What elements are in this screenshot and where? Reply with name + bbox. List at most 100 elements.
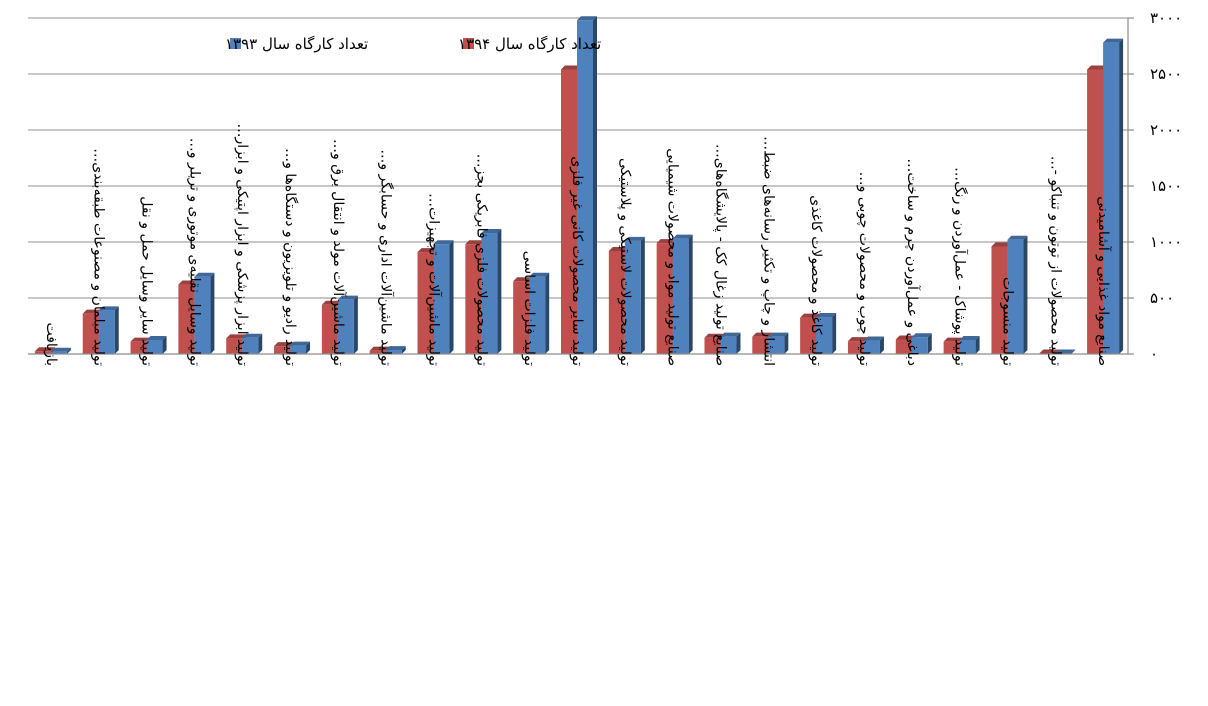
bar-top-face bbox=[290, 341, 311, 346]
bar-front-face bbox=[146, 340, 163, 354]
bar-front-face bbox=[417, 252, 434, 354]
bar-front-face bbox=[847, 341, 864, 354]
bar-side-face bbox=[593, 16, 597, 355]
bar-top-face bbox=[98, 306, 119, 311]
bar-top-face bbox=[481, 229, 502, 234]
legend-label-series-1393: تعداد کارگاه سال ۱۳۹۳ bbox=[225, 35, 368, 53]
y-tick-label-1500: ۱۵۰۰ bbox=[1150, 177, 1182, 195]
bar-front-face bbox=[800, 317, 817, 354]
bar-top-face bbox=[194, 272, 215, 277]
x-category-label-21: تولید محصولات از توتون و تنباکو -… bbox=[1047, 156, 1063, 366]
y-tick-label-2500: ۲۵۰۰ bbox=[1150, 65, 1182, 83]
bar-top-face bbox=[433, 240, 454, 245]
bar-front-face bbox=[624, 240, 641, 354]
bar-front-face bbox=[943, 341, 960, 354]
bar-front-face bbox=[34, 351, 51, 354]
bar-top-face bbox=[672, 234, 693, 239]
bar-1393-15 bbox=[768, 332, 789, 354]
bar-side-face bbox=[114, 306, 119, 354]
bar-side-face bbox=[736, 332, 741, 354]
bar-front-face bbox=[816, 317, 833, 354]
bar-top-face bbox=[577, 16, 597, 21]
bar-top-face bbox=[529, 272, 550, 277]
x-category-label-19: تولید پوشاک - عمل‌آوردن و رنگ… bbox=[952, 167, 969, 366]
bar-front-face bbox=[720, 336, 737, 354]
bar-front-face bbox=[895, 339, 912, 354]
bar-1393-12 bbox=[624, 236, 645, 354]
bar-side-face bbox=[975, 336, 980, 354]
x-category-label-0: بازیافت bbox=[43, 322, 59, 366]
bar-front-face bbox=[385, 350, 402, 354]
bar-top-face bbox=[863, 336, 884, 341]
bar-1393-5 bbox=[290, 341, 311, 354]
bar-side-face bbox=[784, 332, 789, 354]
bar-top-face bbox=[146, 336, 167, 340]
x-category-label-5: تولید رادیو و تلویزیون و دستگاه‌ها و… bbox=[282, 148, 299, 366]
bar-top-face bbox=[959, 336, 980, 340]
bar-front-face bbox=[337, 299, 354, 354]
bar-1393-11 bbox=[577, 16, 597, 355]
bar-front-face bbox=[242, 337, 259, 354]
bar-top-face bbox=[816, 313, 837, 318]
bar-1393-20 bbox=[1007, 235, 1028, 354]
bar-top-face bbox=[226, 334, 247, 339]
bar-side-face bbox=[879, 336, 884, 354]
bar-side-face bbox=[66, 347, 71, 354]
bar-side-face bbox=[832, 313, 837, 354]
bar-top-face bbox=[847, 337, 868, 342]
bar-1393-2 bbox=[146, 336, 167, 354]
bar-front-face bbox=[130, 341, 147, 354]
bar-top-face bbox=[1103, 38, 1124, 43]
bar-top-face bbox=[800, 313, 821, 318]
bar-front-face bbox=[82, 313, 99, 354]
legend: تعداد کارگاه سال ۱۳۹۴ تعداد کارگاه سال ۱… bbox=[225, 35, 601, 53]
bar-top-face bbox=[242, 333, 263, 338]
bar-top-face bbox=[50, 347, 71, 352]
x-category-label-12: تولید محصولات لاستیکی و پلاستیکی bbox=[617, 158, 633, 366]
bar-top-face bbox=[1007, 235, 1028, 240]
bar-1393-3 bbox=[194, 272, 215, 354]
x-category-label-16: تولید کاغذ و محصولات کاغذی bbox=[808, 195, 824, 366]
bar-1393-10 bbox=[529, 272, 550, 354]
x-category-label-8: تولید ماشین‌آلات و تجهیزات… bbox=[426, 193, 443, 366]
x-category-label-20: تولید منسوجات bbox=[999, 277, 1015, 366]
x-category-label-15: انتشار و چاپ و تکثیر رسانه‌های ضبط… bbox=[760, 136, 776, 366]
bar-side-face bbox=[449, 240, 454, 354]
x-category-label-7: تولید ماشین‌آلات اداری و حسابگر و… bbox=[378, 149, 395, 366]
bar-front-face bbox=[577, 20, 593, 355]
bar-top-face bbox=[82, 309, 103, 314]
x-category-label-14: صنایع تولید زغال کک - پالایشگاه‌های… bbox=[712, 144, 729, 366]
bar-1393-19 bbox=[959, 336, 980, 354]
bar-side-face bbox=[1071, 349, 1076, 354]
y-tick-label-2000: ۲۰۰۰ bbox=[1150, 121, 1182, 139]
bar-front-face bbox=[672, 238, 689, 354]
bar-1393-14 bbox=[720, 332, 741, 354]
bar-top-face bbox=[513, 277, 534, 282]
bar-front-face bbox=[561, 69, 577, 355]
bar-front-face bbox=[704, 337, 721, 354]
bar-top-face bbox=[1087, 65, 1108, 70]
bar-front-face bbox=[752, 336, 769, 354]
bar-front-face bbox=[513, 281, 530, 354]
bar-1393-7 bbox=[385, 346, 406, 354]
bar-top-face bbox=[624, 236, 645, 241]
bar-top-face bbox=[704, 333, 725, 338]
bar-top-face bbox=[768, 332, 789, 337]
bar-1393-22 bbox=[1103, 38, 1124, 354]
bar-1393-1 bbox=[98, 306, 119, 354]
bar-top-face bbox=[1039, 349, 1060, 354]
bar-front-face bbox=[1007, 239, 1024, 354]
bar-side-face bbox=[401, 346, 406, 354]
bar-front-face bbox=[863, 340, 880, 354]
x-category-label-2: تولید سایر وسایل حمل و نقل bbox=[139, 196, 155, 366]
bar-top-face bbox=[337, 295, 358, 300]
bar-top-face bbox=[369, 346, 390, 351]
bar-front-face bbox=[991, 246, 1008, 354]
axes bbox=[28, 17, 1134, 355]
bar-top-face bbox=[752, 332, 773, 337]
x-category-label-11: تولید سایر محصولات کانی غیر فلزی bbox=[569, 156, 585, 366]
bar-1393-6 bbox=[337, 295, 358, 354]
y-axis-tick-labels: ۰ ۵۰۰ ۱۰۰۰ ۱۵۰۰ ۲۰۰۰ ۲۵۰۰ ۳۰۰۰ bbox=[1150, 9, 1182, 363]
bar-side-face bbox=[353, 295, 358, 354]
